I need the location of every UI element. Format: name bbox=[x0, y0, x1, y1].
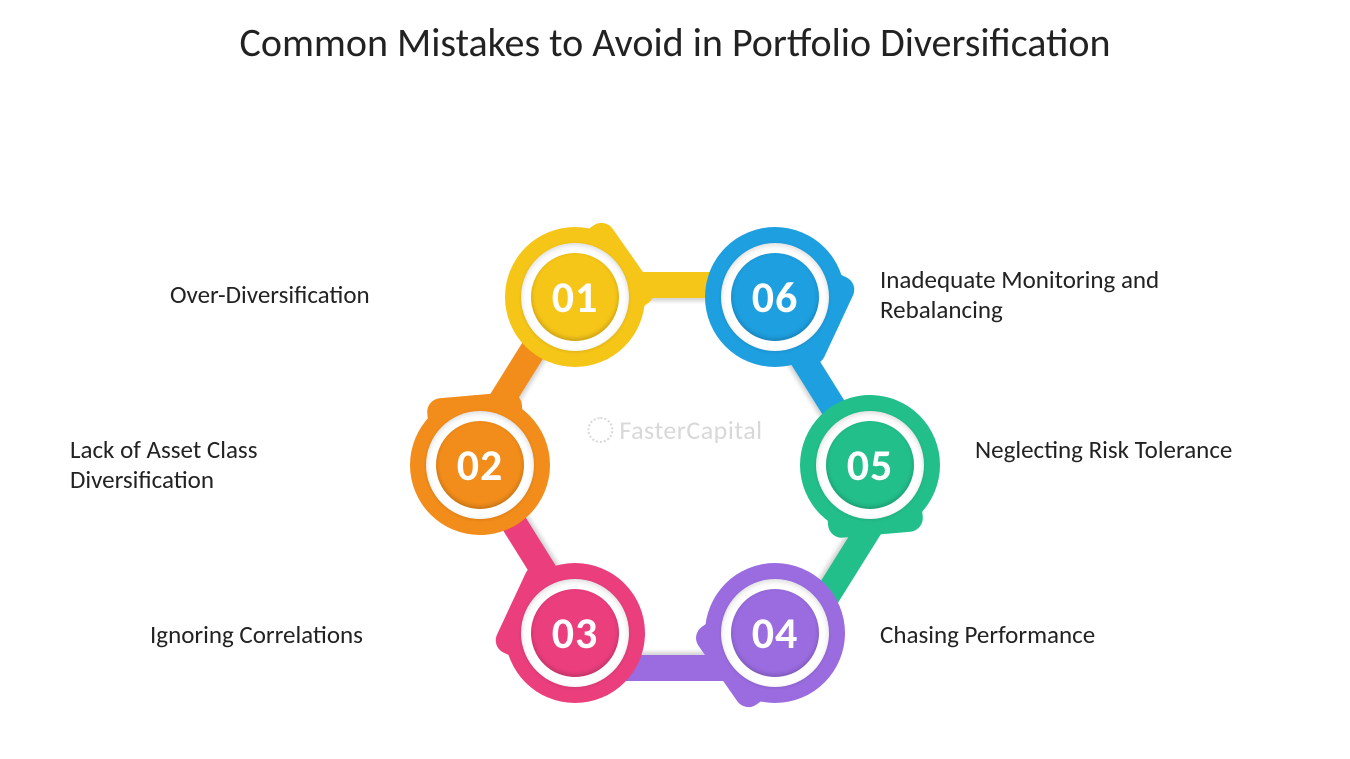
node-number: 06 bbox=[752, 270, 799, 324]
node-03: 03 bbox=[500, 558, 650, 708]
gear-icon bbox=[587, 417, 613, 443]
node-inner-circle: 03 bbox=[531, 589, 619, 677]
node-06: 06 bbox=[700, 222, 850, 372]
label-06: Inadequate Monitoring and Rebalancing bbox=[880, 265, 1180, 325]
label-01: Over-Diversification bbox=[170, 280, 370, 310]
label-05: Neglecting Risk Tolerance bbox=[975, 435, 1232, 465]
node-inner-circle: 04 bbox=[731, 589, 819, 677]
cycle-diagram: FasterCapital 01 02 03 bbox=[0, 100, 1350, 759]
node-inner-circle: 06 bbox=[731, 253, 819, 341]
node-number: 03 bbox=[552, 606, 599, 660]
node-number: 04 bbox=[752, 606, 799, 660]
node-number: 05 bbox=[847, 438, 894, 492]
watermark-text: FasterCapital bbox=[619, 414, 762, 446]
label-04: Chasing Performance bbox=[880, 620, 1095, 650]
node-inner-circle: 01 bbox=[531, 253, 619, 341]
node-inner-circle: 02 bbox=[436, 421, 524, 509]
node-01: 01 bbox=[500, 222, 650, 372]
node-number: 01 bbox=[552, 270, 599, 324]
node-04: 04 bbox=[700, 558, 850, 708]
label-03: Ignoring Correlations bbox=[150, 620, 363, 650]
node-inner-circle: 05 bbox=[826, 421, 914, 509]
node-05: 05 bbox=[795, 390, 945, 540]
node-02: 02 bbox=[405, 390, 555, 540]
label-02: Lack of Asset Class Diversification bbox=[70, 435, 370, 495]
node-number: 02 bbox=[457, 438, 504, 492]
page-title: Common Mistakes to Avoid in Portfolio Di… bbox=[0, 18, 1350, 67]
watermark: FasterCapital bbox=[587, 414, 762, 446]
